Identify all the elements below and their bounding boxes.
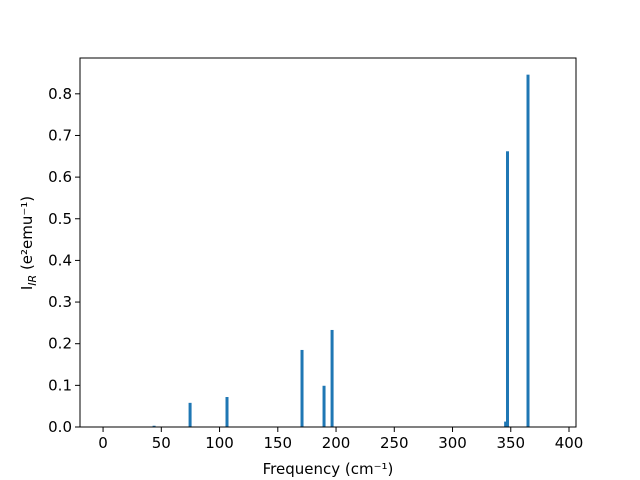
bar: [526, 74, 530, 427]
x-tick-label: 150: [263, 434, 292, 452]
y-label-main: I: [18, 286, 36, 290]
plot-frame: [79, 57, 577, 428]
bar: [506, 151, 510, 427]
x-tick-label: 100: [205, 434, 234, 452]
x-axis-label: Frequency (cm⁻¹): [263, 460, 394, 478]
x-tick-label: 400: [555, 434, 584, 452]
bar: [504, 421, 508, 427]
bar: [188, 402, 192, 427]
x-tick-label: 0: [98, 434, 108, 452]
y-tick-label: 0.2: [48, 335, 72, 353]
bar: [152, 425, 156, 427]
y-tick-label: 0.6: [48, 168, 72, 186]
y-tick-label: 0.0: [48, 418, 72, 436]
x-tick-label: 350: [496, 434, 525, 452]
y-label-sub: IR: [26, 275, 39, 286]
bar: [330, 329, 334, 427]
x-tick-label: 200: [322, 434, 351, 452]
y-tick-label: 0.3: [48, 293, 72, 311]
x-tick-label: 250: [380, 434, 409, 452]
y-label-rest: (e²emu⁻¹): [18, 196, 36, 275]
y-axis-label: IIR (e²emu⁻¹): [18, 196, 39, 290]
y-tick-label: 0.1: [48, 376, 72, 394]
y-tick-label: 0.4: [48, 251, 72, 269]
bar: [322, 385, 326, 427]
y-tick-label: 0.5: [48, 210, 72, 228]
bar: [300, 349, 304, 427]
bar: [225, 397, 229, 427]
x-tick-label: 300: [438, 434, 467, 452]
y-tick-label: 0.8: [48, 85, 72, 103]
y-tick-label: 0.7: [48, 126, 72, 144]
x-tick-label: 50: [152, 434, 171, 452]
